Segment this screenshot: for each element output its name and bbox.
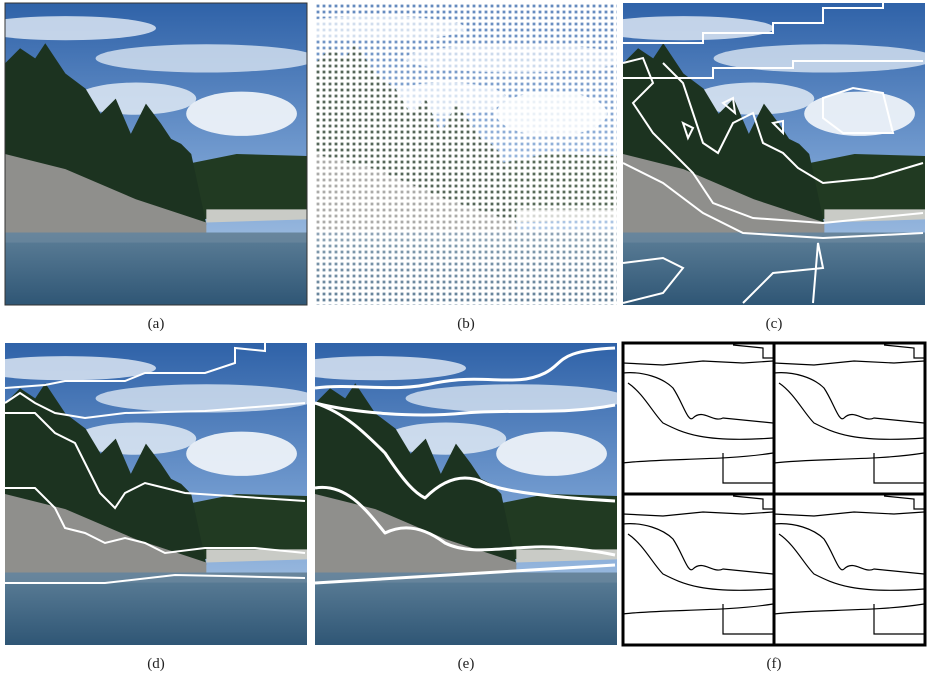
panel-a (0, 3, 317, 305)
caption: (e) (458, 656, 475, 672)
caption: (c) (766, 316, 783, 332)
panel-d (0, 343, 317, 645)
panel-c (593, 3, 929, 305)
figure: (a) (b) (c) (d) (e) (f) (0, 0, 929, 683)
caption: (f) (767, 656, 782, 672)
caption: (b) (457, 316, 475, 332)
panel-e (285, 343, 627, 645)
caption: (d) (147, 656, 165, 672)
caption: (a) (148, 316, 165, 332)
panel-b (285, 3, 627, 305)
panel-f (623, 343, 925, 645)
